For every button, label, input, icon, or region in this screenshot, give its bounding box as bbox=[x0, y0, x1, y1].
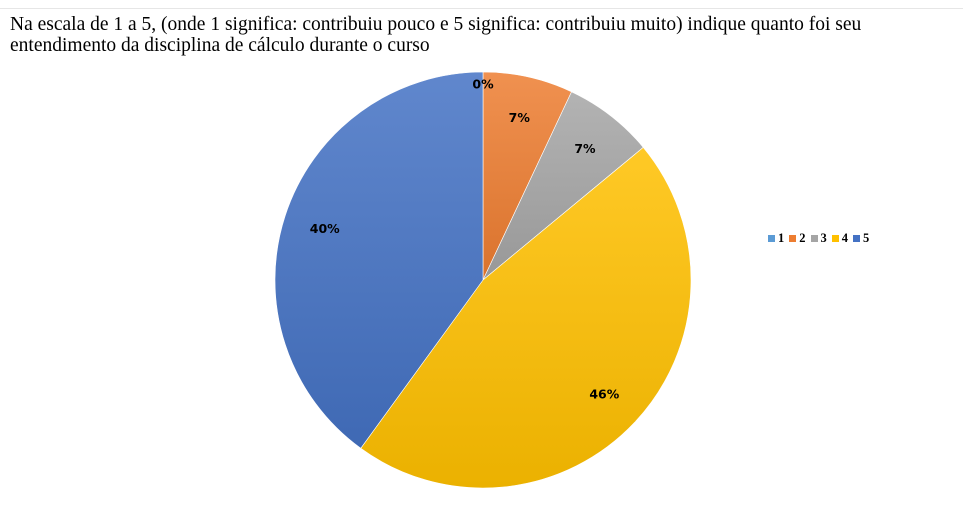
legend-item-5: 5 bbox=[853, 231, 869, 246]
data-label-2: 7% bbox=[509, 110, 531, 125]
legend-label-4: 4 bbox=[841, 231, 848, 245]
pie-slices bbox=[274, 71, 692, 489]
legend-label-3: 3 bbox=[820, 231, 827, 245]
legend-swatch-5 bbox=[853, 235, 860, 242]
data-label-1: 0% bbox=[472, 77, 494, 92]
legend-swatch-2 bbox=[789, 235, 797, 242]
legend-label-5: 5 bbox=[863, 231, 870, 245]
data-label-4: 46% bbox=[589, 386, 619, 401]
legend-swatch-1 bbox=[768, 235, 775, 242]
data-label-5: 40% bbox=[310, 221, 340, 236]
pie-slice-4 bbox=[360, 146, 692, 489]
top-rule bbox=[0, 8, 963, 9]
legend-item-3: 3 bbox=[810, 231, 827, 246]
legend-item-2: 2 bbox=[789, 231, 806, 246]
legend-label-2: 2 bbox=[799, 231, 806, 245]
pie-data-labels: 0% 7% 7% 46% 40% bbox=[310, 77, 620, 402]
data-label-3: 7% bbox=[574, 141, 596, 156]
legend-swatch-3 bbox=[810, 235, 818, 242]
legend-item-4: 4 bbox=[831, 231, 848, 246]
chart-title: Na escala de 1 a 5, (onde 1 significa: c… bbox=[10, 14, 862, 56]
legend-swatch-4 bbox=[831, 235, 839, 242]
legend-label-1: 1 bbox=[778, 231, 785, 245]
pie-slice-5 bbox=[274, 71, 484, 449]
legend-item-1: 1 bbox=[768, 231, 784, 246]
